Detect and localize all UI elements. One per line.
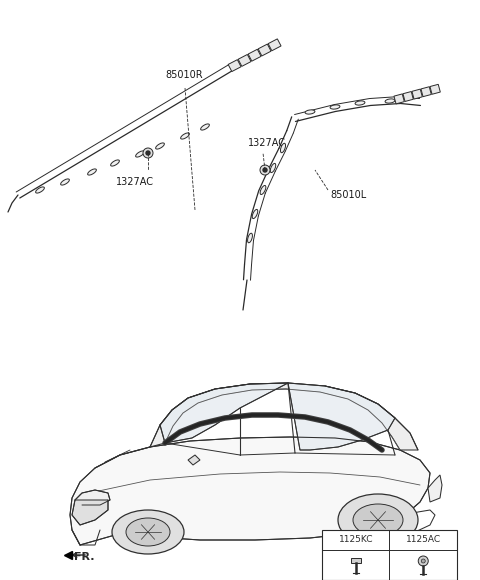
Ellipse shape bbox=[260, 186, 266, 194]
Ellipse shape bbox=[88, 169, 96, 175]
Text: 1125KC: 1125KC bbox=[338, 535, 373, 545]
Ellipse shape bbox=[330, 105, 340, 109]
Polygon shape bbox=[394, 94, 404, 104]
Polygon shape bbox=[70, 437, 430, 545]
Polygon shape bbox=[428, 475, 442, 502]
Circle shape bbox=[146, 151, 150, 155]
Circle shape bbox=[143, 148, 153, 158]
Ellipse shape bbox=[338, 494, 418, 546]
Polygon shape bbox=[238, 55, 251, 66]
Text: 1327AC: 1327AC bbox=[248, 138, 286, 148]
Circle shape bbox=[421, 559, 425, 563]
Ellipse shape bbox=[136, 151, 144, 157]
Text: 85010L: 85010L bbox=[330, 190, 366, 200]
Polygon shape bbox=[188, 455, 200, 465]
Ellipse shape bbox=[252, 209, 258, 219]
Ellipse shape bbox=[248, 233, 252, 243]
Ellipse shape bbox=[112, 510, 184, 554]
Polygon shape bbox=[248, 49, 261, 61]
Ellipse shape bbox=[156, 143, 164, 149]
Polygon shape bbox=[268, 39, 281, 50]
Polygon shape bbox=[75, 490, 110, 505]
Bar bbox=[322, 530, 457, 580]
Polygon shape bbox=[72, 500, 108, 525]
Ellipse shape bbox=[180, 133, 190, 139]
Ellipse shape bbox=[355, 101, 365, 105]
Bar bbox=[351, 558, 361, 563]
Ellipse shape bbox=[126, 518, 170, 546]
Ellipse shape bbox=[353, 504, 403, 536]
Ellipse shape bbox=[201, 124, 209, 130]
Polygon shape bbox=[258, 44, 271, 56]
Text: 85010R: 85010R bbox=[165, 70, 203, 80]
Polygon shape bbox=[288, 383, 395, 450]
Ellipse shape bbox=[280, 143, 286, 153]
Ellipse shape bbox=[305, 110, 315, 114]
Polygon shape bbox=[430, 84, 440, 95]
Polygon shape bbox=[403, 92, 413, 102]
Polygon shape bbox=[412, 89, 422, 99]
Polygon shape bbox=[160, 383, 288, 443]
Polygon shape bbox=[421, 87, 432, 97]
Text: FR.: FR. bbox=[74, 552, 95, 562]
Circle shape bbox=[418, 556, 428, 566]
Ellipse shape bbox=[270, 164, 276, 173]
Text: 1125AC: 1125AC bbox=[406, 535, 441, 545]
Polygon shape bbox=[228, 60, 241, 71]
Ellipse shape bbox=[110, 160, 120, 166]
Ellipse shape bbox=[385, 99, 395, 103]
Ellipse shape bbox=[60, 179, 70, 185]
Circle shape bbox=[263, 168, 267, 172]
Polygon shape bbox=[150, 383, 418, 450]
Circle shape bbox=[260, 165, 270, 175]
Ellipse shape bbox=[36, 187, 44, 193]
Text: 1327AC: 1327AC bbox=[116, 177, 154, 187]
